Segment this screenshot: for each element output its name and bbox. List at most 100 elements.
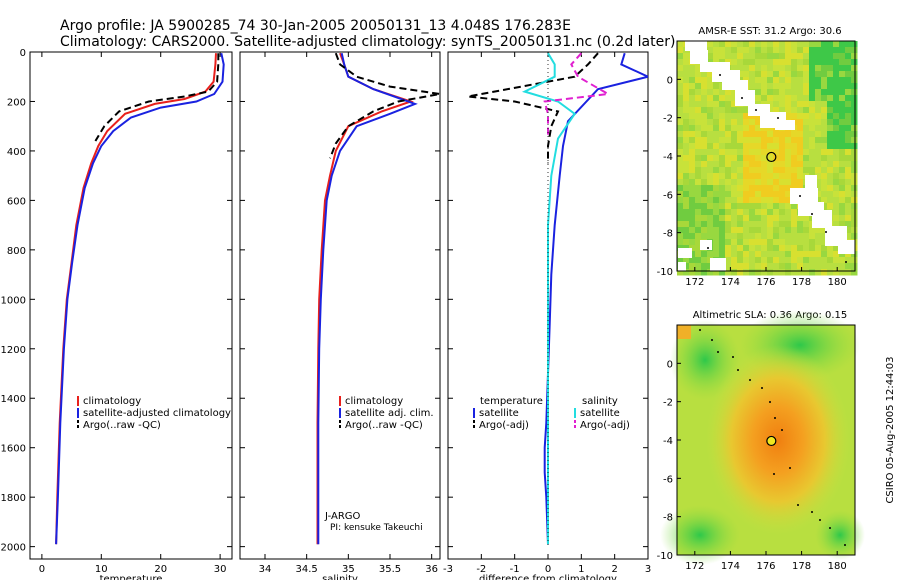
- sst-map-cell: [797, 131, 804, 138]
- sst-map-cell: [725, 227, 732, 234]
- sst-map-cell: [737, 263, 744, 270]
- sst-map-cell: [839, 47, 846, 54]
- sst-map-cell: [821, 59, 828, 66]
- difference-legend-sal-argo-label: Argo(-adj): [580, 420, 630, 431]
- sst-map-cell: [833, 131, 840, 138]
- sst-map-cell: [797, 143, 804, 150]
- sst-map-cell: [815, 83, 822, 90]
- sst-map-cell: [701, 101, 708, 108]
- sst-map-cell: [839, 89, 846, 96]
- sst-map-cell: [821, 179, 828, 186]
- sst-map-cell: [785, 245, 792, 252]
- sst-map-cell: [725, 125, 732, 132]
- sst-map-cell: [731, 167, 738, 174]
- sst-map-cell: [695, 161, 702, 168]
- sst-map-cell: [791, 65, 798, 72]
- sst-map-cell: [707, 83, 714, 90]
- sst-map-cell: [761, 89, 768, 96]
- sst-map-cell: [815, 41, 822, 48]
- sst-map-cell: [785, 107, 792, 114]
- sst-map-cell: [677, 185, 684, 192]
- sst-map-cell: [833, 269, 840, 276]
- sst-map-cell: [821, 167, 828, 174]
- sst-map-cell: [821, 83, 828, 90]
- sst-map-cell: [773, 89, 780, 96]
- sst-map-cell: [749, 41, 756, 48]
- sst-map-cell: [767, 191, 774, 198]
- sst-map-cell: [725, 263, 732, 270]
- sst-map-cell: [749, 257, 756, 264]
- sst-map-cell: [731, 263, 738, 270]
- sst-map-cell: [737, 203, 744, 210]
- sst-map-cell: [773, 95, 780, 102]
- sst-map-island: [741, 97, 743, 99]
- sst-map-cell: [839, 143, 846, 150]
- sst-map-cell: [767, 155, 774, 162]
- sst-map-cell: [767, 233, 774, 240]
- sst-map-cell: [779, 263, 786, 270]
- sst-map-cell: [827, 101, 834, 108]
- sst-map-cell: [743, 59, 750, 66]
- sst-map-cell: [743, 239, 750, 246]
- sst-map-cell: [833, 143, 840, 150]
- sst-map-cell: [767, 161, 774, 168]
- sst-map-cell: [845, 71, 852, 78]
- sst-map-cell: [803, 251, 810, 258]
- sst-map-cell: [851, 113, 858, 120]
- sla-map: Altimetric SLA: 0.36 Argo: 0.15 17217417…: [657, 310, 865, 572]
- sst-map-cell: [683, 131, 690, 138]
- sst-map-cell: [749, 251, 756, 258]
- sst-map-cell: [845, 167, 852, 174]
- sla-map-xtick-label: 174: [721, 561, 740, 572]
- sst-map-cell: [731, 89, 738, 96]
- difference-xtick-label: 1: [578, 564, 584, 575]
- sst-map-no-data: [712, 70, 740, 82]
- sst-map-no-data: [735, 90, 755, 106]
- sst-map-cell: [677, 119, 684, 126]
- sst-map-no-data: [790, 188, 818, 204]
- sla-map-xtick-label: 172: [685, 561, 704, 572]
- sst-map-cell: [821, 263, 828, 270]
- sst-map-cell: [707, 269, 714, 276]
- sst-map-cell: [755, 167, 762, 174]
- sst-map-cell: [851, 143, 858, 150]
- sst-map: AMSR-E SST: 31.2 Argo: 30.6 172 174 176 178…: [657, 26, 858, 288]
- sst-map-cell: [761, 149, 768, 156]
- sst-map-cell: [809, 59, 816, 66]
- sst-map-cell: [791, 233, 798, 240]
- sst-map-cell: [743, 215, 750, 222]
- sst-map-cell: [767, 227, 774, 234]
- sst-map-cell: [773, 173, 780, 180]
- sst-map-cell: [749, 125, 756, 132]
- salinity-xtick-label: 35: [342, 564, 355, 575]
- sst-map-cell: [749, 119, 756, 126]
- sst-map-cell: [815, 239, 822, 246]
- sst-map-cell: [713, 113, 720, 120]
- sst-map-cell: [719, 53, 726, 60]
- sst-map-cell: [731, 95, 738, 102]
- sst-map-cell: [833, 167, 840, 174]
- sst-map-cell: [713, 119, 720, 126]
- sst-map-cell: [713, 221, 720, 228]
- sst-map-cell: [833, 245, 840, 252]
- sst-map-cell: [695, 95, 702, 102]
- depth-tick-label: 1400: [1, 394, 26, 405]
- sst-map-cell: [731, 269, 738, 276]
- sst-map-cell: [791, 221, 798, 228]
- sst-map-cell: [797, 257, 804, 264]
- sst-map-cell: [821, 77, 828, 84]
- sst-map-cell: [785, 95, 792, 102]
- sst-map-cell: [845, 221, 852, 228]
- sst-map-cell: [797, 59, 804, 66]
- sst-map-cell: [701, 83, 708, 90]
- sst-map-cell: [833, 101, 840, 108]
- sst-map-ytick-label: 0: [667, 75, 673, 86]
- sst-map-cell: [797, 119, 804, 126]
- sst-map-cell: [701, 155, 708, 162]
- sst-map-cell: [833, 149, 840, 156]
- sst-map-cell: [767, 41, 774, 48]
- sst-map-cell: [743, 143, 750, 150]
- sst-map-cell: [797, 83, 804, 90]
- sst-map-cell: [821, 89, 828, 96]
- sst-map-cell: [737, 239, 744, 246]
